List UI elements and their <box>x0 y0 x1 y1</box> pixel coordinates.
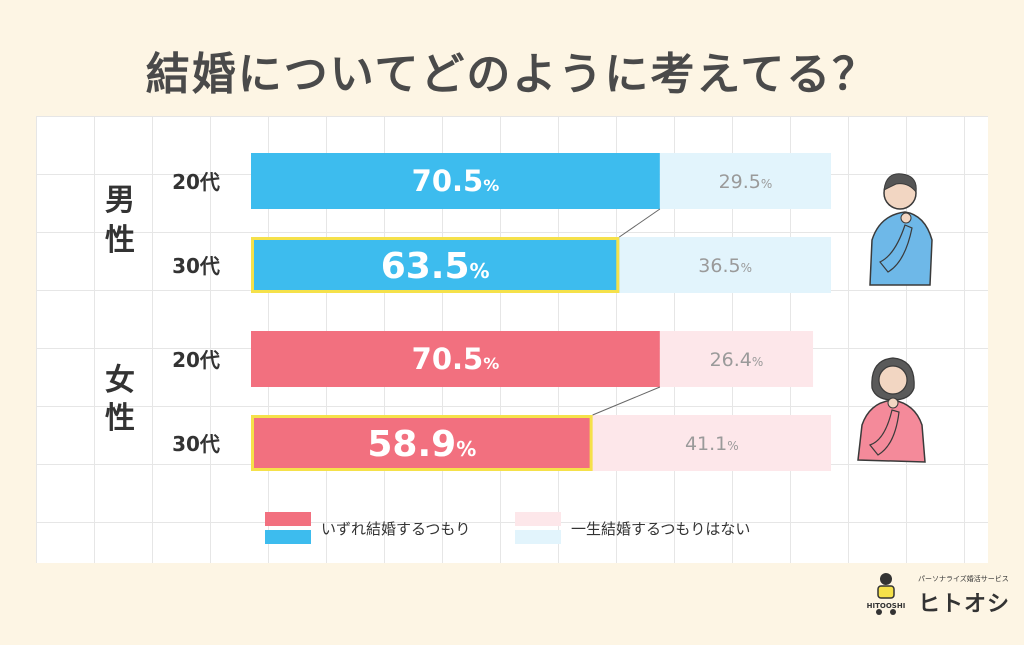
legend-swatch-bottom-0 <box>265 530 311 544</box>
value-label-yes-0: 70.5% <box>412 164 500 198</box>
category-label-0: 20代 <box>172 170 220 194</box>
legend-swatch-bottom-1 <box>515 530 561 544</box>
bar-yes-3 <box>251 415 593 471</box>
value-label-yes-1: 63.5% <box>381 246 490 287</box>
legend-swatch-top-1 <box>515 512 561 526</box>
highlight-frame-1 <box>251 237 620 293</box>
value-label-no-3: 41.1% <box>685 433 739 455</box>
logo-person-icon: HITOOSHI <box>867 573 906 615</box>
group-label-0-char-0: 男 <box>105 183 135 218</box>
bar-no-2 <box>659 331 814 387</box>
group-label-1-char-1: 性 <box>105 401 135 436</box>
value-label-no-2: 26.4% <box>710 349 764 371</box>
legend-swatch-top-0 <box>265 512 311 526</box>
connector-line-1 <box>592 386 661 416</box>
bar-yes-0 <box>251 153 660 209</box>
woman-thinking-illustration <box>857 357 926 463</box>
bar-no-3 <box>592 415 831 471</box>
legend-label-1: 一生結婚するつもりはない <box>571 520 750 538</box>
bar-yes-2 <box>251 331 660 387</box>
category-label-1: 30代 <box>172 254 220 278</box>
logo-icon-text: HITOOSHI <box>867 602 906 610</box>
logo-subtitle: パーソナライズ婚活サービス <box>918 575 1009 583</box>
value-label-no-1: 36.5% <box>698 255 752 277</box>
category-label-3: 30代 <box>172 432 220 456</box>
group-label-1-char-0: 女 <box>105 363 135 398</box>
value-label-yes-2: 70.5% <box>412 342 500 376</box>
logo: HITOOSHI パーソナライズ婚活サービス ヒトオシ <box>858 570 1011 620</box>
bar-yes-1 <box>251 237 620 293</box>
value-label-no-0: 29.5% <box>719 171 773 193</box>
highlight-frame-3 <box>251 415 593 471</box>
value-label-yes-3: 58.9% <box>367 424 476 465</box>
category-label-2: 20代 <box>172 348 220 372</box>
group-label-0-char-1: 性 <box>105 223 135 258</box>
bar-no-1 <box>619 237 831 293</box>
logo-name: ヒトオシ <box>918 592 1011 617</box>
bar-no-0 <box>659 153 831 209</box>
legend-label-0: いずれ結婚するつもり <box>321 520 470 538</box>
connector-line-0 <box>619 208 661 238</box>
man-thinking-illustration <box>869 173 933 286</box>
chart-title: 結婚についてどのように考えてる？ <box>145 49 879 100</box>
